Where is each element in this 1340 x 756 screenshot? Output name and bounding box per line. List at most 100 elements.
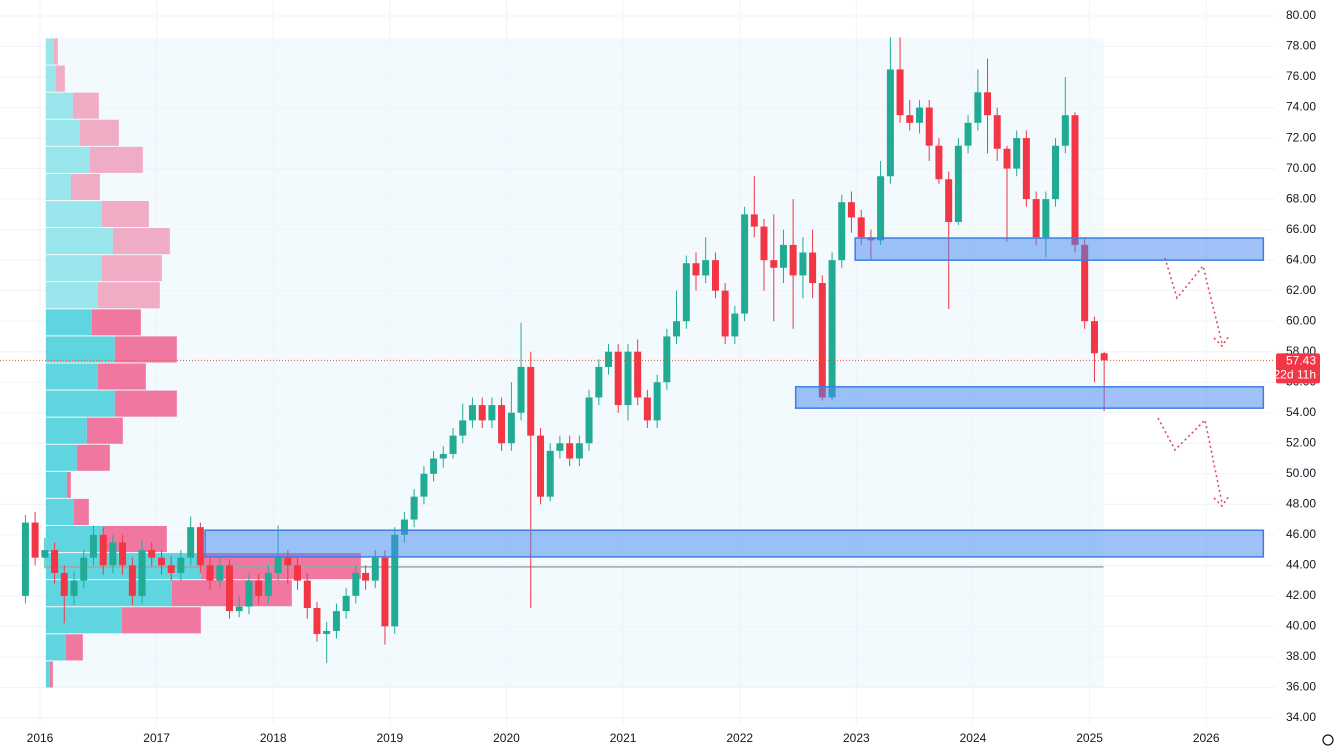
axes: 34.00 36.00 38.00 40.00 42.00 44.00 46.00 48.00…	[0, 8, 1320, 745]
profile-up	[45, 607, 122, 634]
candle-body	[167, 565, 175, 573]
profile-down	[73, 498, 89, 525]
candle-body	[1061, 115, 1069, 146]
candle-body	[362, 572, 370, 581]
candle-body	[196, 527, 204, 566]
candle-body	[779, 244, 787, 268]
candle-body	[546, 450, 554, 497]
candle-body	[420, 473, 428, 497]
candle-body	[21, 522, 29, 596]
candle-body	[274, 557, 282, 573]
y-tick-label: 68.00	[1286, 191, 1316, 205]
candle-body	[1022, 138, 1030, 200]
profile-up	[45, 309, 92, 336]
y-tick-label: 36.00	[1286, 680, 1316, 694]
candle-body	[663, 336, 671, 383]
candle-body	[255, 580, 263, 596]
candle-body	[595, 366, 603, 398]
candle-body	[51, 550, 59, 573]
candle-body	[488, 405, 496, 421]
candle-body	[89, 534, 97, 558]
x-tick-label: 2019	[377, 731, 404, 745]
profile-down	[101, 200, 149, 228]
candle-body	[478, 405, 486, 421]
candle-body	[293, 565, 301, 581]
x-tick-label: 2018	[260, 731, 287, 745]
profile-up	[45, 336, 115, 363]
candle-body	[527, 366, 535, 436]
candle-body	[206, 565, 214, 581]
candle-body	[187, 527, 195, 558]
candle-body	[1081, 244, 1089, 322]
candle-body	[624, 351, 632, 406]
candle-body	[264, 572, 272, 596]
profile-down	[121, 607, 201, 634]
candle-body	[226, 565, 234, 612]
profile-up	[45, 634, 66, 661]
candle-body	[1032, 199, 1040, 238]
profile-up	[45, 444, 77, 471]
candle-body	[468, 405, 476, 421]
profile-up	[45, 255, 102, 282]
zone	[794, 386, 1265, 409]
candle-body	[352, 572, 360, 596]
profile-up	[45, 471, 67, 498]
candle-body	[517, 366, 525, 413]
candle-body	[673, 321, 681, 337]
candle-body	[877, 176, 885, 241]
candle-body	[371, 557, 379, 581]
candle-body	[945, 179, 953, 223]
candle-body	[935, 145, 943, 180]
y-tick-label: 46.00	[1286, 527, 1316, 541]
x-tick-label: 2020	[493, 731, 520, 745]
candle-body	[410, 496, 418, 520]
profile-up	[45, 119, 80, 146]
candle-body	[566, 443, 574, 459]
candle-body	[507, 412, 515, 444]
y-tick-label: 50.00	[1286, 466, 1316, 480]
profile-down	[65, 634, 83, 661]
candle-body	[838, 202, 846, 261]
settings-icon[interactable]	[1322, 734, 1334, 746]
candle-body	[1052, 145, 1060, 200]
candle-body	[138, 550, 146, 596]
candle-body	[731, 313, 739, 337]
profile-up	[45, 661, 50, 688]
candle-body	[964, 122, 972, 146]
profile-down	[91, 309, 141, 336]
candle-body	[741, 214, 749, 314]
y-tick-label: 76.00	[1286, 69, 1316, 83]
candle-body	[303, 580, 311, 609]
last-price-box	[1276, 353, 1320, 384]
x-tick-label: 2017	[143, 731, 170, 745]
profile-down	[79, 119, 119, 146]
profile-down	[49, 661, 53, 688]
profile-down	[101, 255, 162, 282]
zone	[854, 237, 1265, 261]
countdown-label: 22d 11h	[1274, 368, 1317, 382]
candle-body	[245, 580, 253, 607]
y-tick-label: 66.00	[1286, 222, 1316, 236]
candle-body	[537, 435, 545, 497]
y-tick-label: 64.00	[1286, 252, 1316, 266]
x-tick-label: 2023	[843, 731, 870, 745]
profile-down	[55, 65, 65, 92]
profile-down	[112, 228, 170, 255]
profile-up	[45, 146, 90, 173]
candle-body	[1042, 199, 1050, 238]
candle-body	[99, 534, 107, 566]
arrow-head	[1213, 495, 1230, 508]
candle-body	[332, 611, 340, 631]
candle-body	[575, 443, 583, 459]
candle-body	[1013, 138, 1021, 169]
profile-down	[89, 146, 143, 173]
candle-body	[984, 92, 992, 116]
profile-down	[97, 363, 146, 390]
profile-down	[97, 282, 160, 309]
profile-up	[45, 282, 98, 309]
zones	[204, 237, 1265, 558]
candle-body	[896, 69, 904, 116]
y-tick-label: 78.00	[1286, 39, 1316, 53]
y-tick-label: 60.00	[1286, 313, 1316, 327]
